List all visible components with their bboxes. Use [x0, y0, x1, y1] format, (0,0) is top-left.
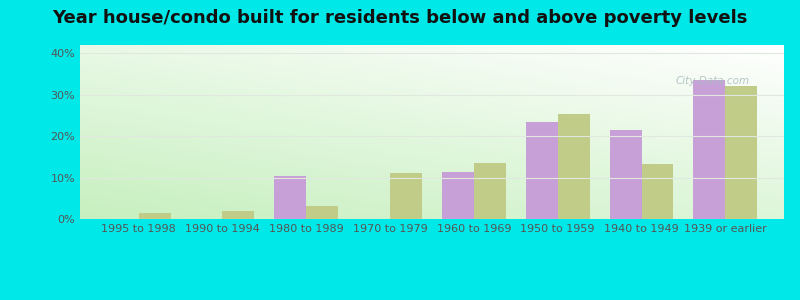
Bar [474, 163, 506, 219]
Bar [642, 164, 674, 219]
Bar [222, 211, 254, 219]
Bar [306, 206, 338, 219]
Text: City-Data.com: City-Data.com [676, 76, 750, 86]
Bar [526, 122, 558, 219]
Bar [390, 172, 422, 219]
Bar [726, 86, 757, 219]
Bar [138, 213, 170, 219]
Bar [274, 176, 306, 219]
Text: Year house/condo built for residents below and above poverty levels: Year house/condo built for residents bel… [52, 9, 748, 27]
Bar [442, 172, 474, 219]
Bar [558, 114, 590, 219]
Bar [694, 80, 726, 219]
Legend: Owners below poverty level, Owners above poverty level: Owners below poverty level, Owners above… [213, 298, 651, 300]
Bar [610, 130, 642, 219]
